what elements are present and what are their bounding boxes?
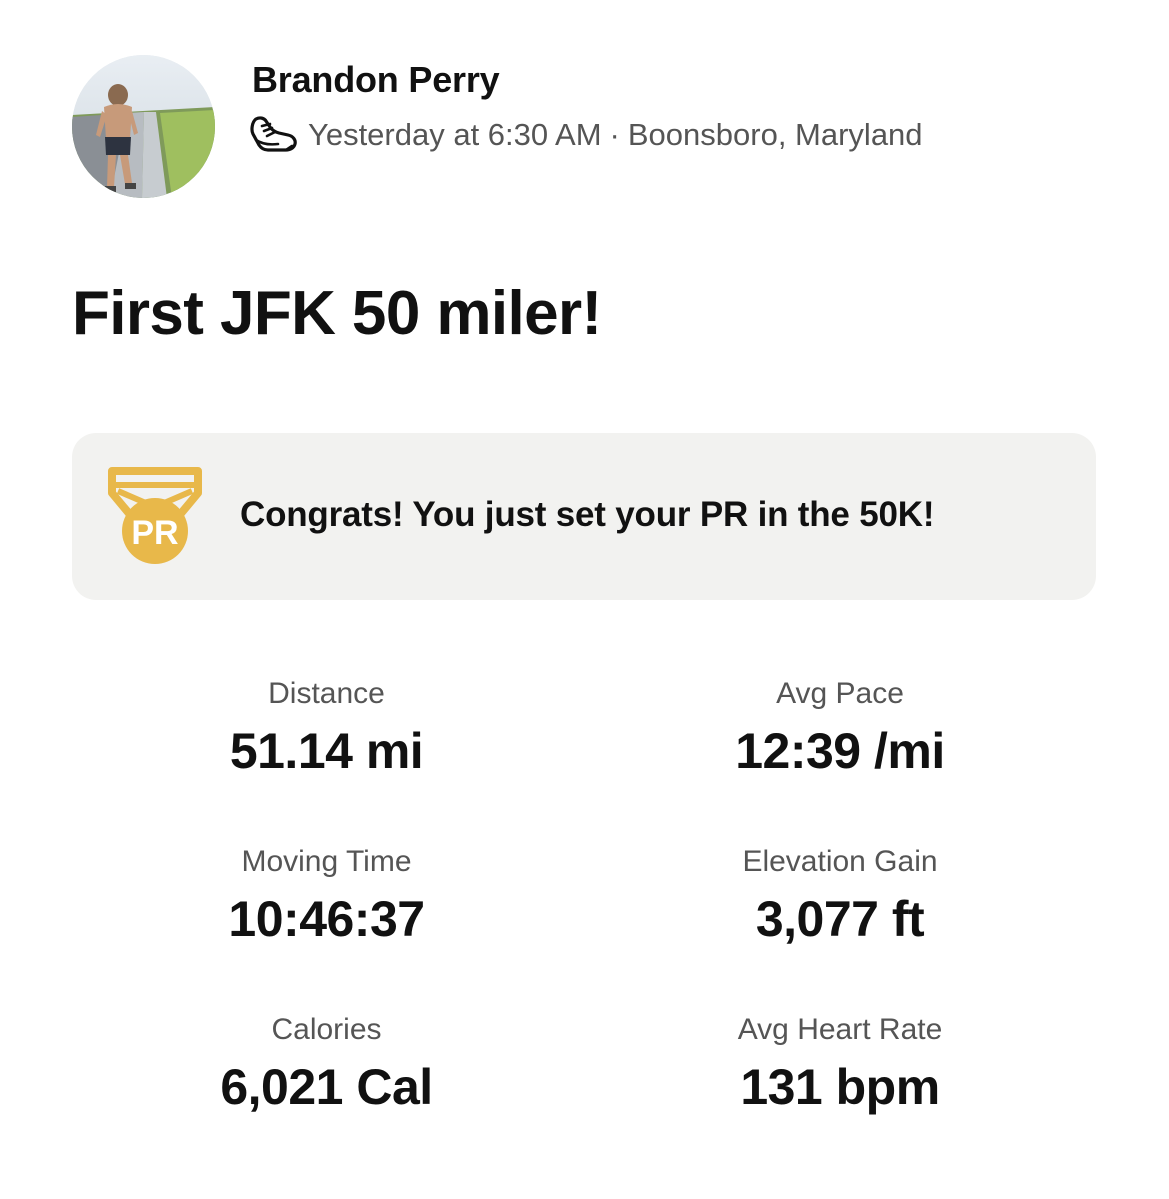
stat-label: Avg Pace xyxy=(776,677,904,710)
stat-avg-pace: Avg Pace 12:39 /mi xyxy=(584,670,1096,838)
stat-moving-time: Moving Time 10:46:37 xyxy=(69,838,584,1006)
stat-calories: Calories 6,021 Cal xyxy=(69,1006,584,1174)
runner-photo-icon xyxy=(72,55,215,198)
activity-title: First JFK 50 miler! xyxy=(72,279,602,348)
stat-label: Calories xyxy=(271,1013,382,1046)
stat-value: 6,021 Cal xyxy=(220,1059,433,1115)
stat-label: Elevation Gain xyxy=(742,845,938,878)
athlete-avatar[interactable] xyxy=(72,55,215,198)
stat-value: 51.14 mi xyxy=(229,723,424,779)
stat-value: 131 bpm xyxy=(740,1059,940,1115)
stat-avg-heart-rate: Avg Heart Rate 131 bpm xyxy=(584,1006,1096,1174)
stat-value: 10:46:37 xyxy=(228,891,425,947)
stats-grid: Distance 51.14 mi Avg Pace 12:39 /mi Mov… xyxy=(72,670,1096,1174)
stat-elevation-gain: Elevation Gain 3,077 ft xyxy=(584,838,1096,1006)
activity-meta: Yesterday at 6:30 AM · Boonsboro, Maryla… xyxy=(248,113,923,157)
stat-label: Moving Time xyxy=(241,845,412,878)
running-shoe-icon xyxy=(248,113,298,157)
pr-medal-icon: PR xyxy=(108,467,202,567)
athlete-name[interactable]: Brandon Perry xyxy=(252,59,500,100)
meta-separator: · xyxy=(609,117,620,152)
stat-label: Avg Heart Rate xyxy=(737,1013,943,1046)
pr-badge-text: PR xyxy=(131,514,178,552)
stat-distance: Distance 51.14 mi xyxy=(69,670,584,838)
activity-location: Boonsboro, Maryland xyxy=(627,117,923,152)
stat-value: 12:39 /mi xyxy=(735,723,945,779)
stat-label: Distance xyxy=(268,677,385,710)
activity-meta-text: Yesterday at 6:30 AM · Boonsboro, Maryla… xyxy=(308,117,923,153)
pr-banner[interactable]: PR Congrats! You just set your PR in the… xyxy=(72,433,1096,600)
activity-date-time: Yesterday at 6:30 AM xyxy=(308,117,602,152)
activity-header: Brandon Perry Yesterday at 6:30 AM · Boo… xyxy=(72,55,1092,200)
pr-message: Congrats! You just set your PR in the 50… xyxy=(240,495,935,534)
stat-value: 3,077 ft xyxy=(755,891,925,947)
